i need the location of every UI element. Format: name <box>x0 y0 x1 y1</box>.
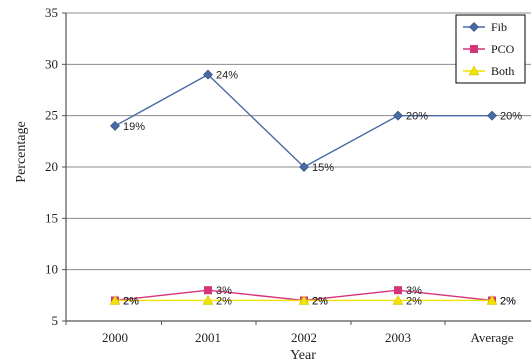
x-tick-label: 2000 <box>102 330 128 345</box>
both-data-point <box>109 294 121 305</box>
fib-legend-marker <box>469 22 479 32</box>
gridlines <box>66 12 531 271</box>
x-axis-title: Year <box>290 348 316 363</box>
legend: Fib PCO Both <box>455 14 526 84</box>
fib-data-point <box>299 162 309 172</box>
pco-data-label: 3% <box>406 285 422 297</box>
x-tick-label: Average <box>470 330 513 345</box>
fib-data-point <box>110 121 120 131</box>
both-data-label: 2% <box>123 295 139 307</box>
fib-data-point <box>203 69 213 80</box>
fib-data-label: 20% <box>500 111 522 123</box>
fib-data-label: 20% <box>406 111 428 123</box>
fib-data-point <box>393 110 403 121</box>
both-data-label: 2% <box>216 295 232 307</box>
pco-data-label: 2% <box>312 295 328 307</box>
pco-legend-marker <box>470 45 478 53</box>
pco-legend-label: PCO <box>491 42 515 56</box>
fib-data-label: 24% <box>216 70 238 82</box>
x-tick-label: 2002 <box>291 330 317 345</box>
fib-legend-label: Fib <box>491 20 507 34</box>
pco-data-label: 2% <box>500 295 516 307</box>
y-tick-label: 15 <box>45 210 58 225</box>
x-tick-label: 2003 <box>385 330 411 345</box>
y-tick-label: 5 <box>52 313 59 328</box>
both-data-point <box>298 294 310 305</box>
both-data-label: 2% <box>406 295 422 307</box>
y-tick-label: 20 <box>45 159 58 174</box>
both-legend-marker <box>468 65 480 76</box>
y-tick-label: 35 <box>45 5 58 20</box>
pco-data-label: 3% <box>216 285 232 297</box>
axes <box>62 12 531 325</box>
fib-data-label: 15% <box>312 162 334 174</box>
pco-data-point <box>394 286 402 295</box>
x-tick-label: 2001 <box>195 330 221 345</box>
y-tick-label: 25 <box>45 108 58 123</box>
series-group <box>109 69 498 305</box>
tick-labels: 5 10 15 20 25 30 35 2000 2001 2002 2003 Average <box>45 5 514 345</box>
fib-data-point <box>487 110 497 121</box>
y-tick-label: 10 <box>45 262 58 277</box>
both-data-label: 2% <box>500 295 516 307</box>
y-axis-title: Percentage <box>14 121 29 182</box>
both-data-label: 2% <box>312 295 328 307</box>
y-tick-label: 30 <box>45 56 58 71</box>
both-legend-label: Both <box>491 64 514 78</box>
pco-data-point <box>204 286 212 295</box>
data-labels: 19%24%15%20% 20%2%3%2%3%2%2% 2% 2% 2% 2% <box>123 70 522 308</box>
pco-data-label: 2% <box>123 295 139 307</box>
both-data-point <box>486 294 498 305</box>
fib-data-label: 19% <box>123 121 145 133</box>
both-data-point <box>202 294 214 305</box>
both-data-point <box>392 294 404 305</box>
